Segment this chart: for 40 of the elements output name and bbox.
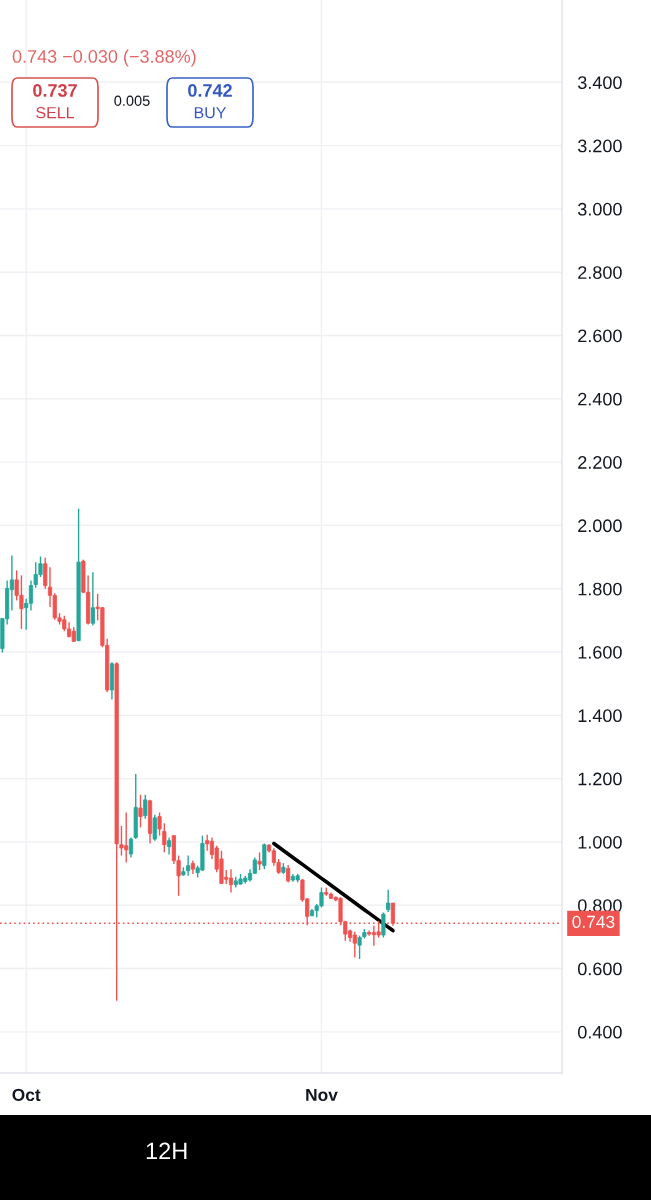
candlestick <box>162 822 167 854</box>
y-tick-label: 2.000 <box>578 519 622 533</box>
y-tick-label: 1.800 <box>578 582 622 596</box>
y-tick-label: 1.400 <box>578 709 622 723</box>
y-tick-label: 1.600 <box>578 645 622 659</box>
y-tick-label: 3.000 <box>577 202 622 216</box>
annotation: 0.742 <box>188 84 232 97</box>
y-tick-label: 2.200 <box>578 456 622 469</box>
annotation: BUY <box>194 107 227 119</box>
line-series <box>272 841 395 933</box>
y-tick-label: 1.000 <box>578 835 622 849</box>
candlestick <box>152 814 157 842</box>
candlestick <box>228 868 234 894</box>
y-tick-label: 2.600 <box>578 329 622 343</box>
candlestick <box>352 931 357 959</box>
candlestick <box>90 571 95 627</box>
y-tick-label: 3.200 <box>577 139 622 153</box>
candlestick <box>138 794 143 829</box>
annotation: 0.743 −0.030 (−3.88%) <box>12 49 196 67</box>
y-tick-label: 0.600 <box>577 962 622 976</box>
x-tick-label: Oct <box>12 1088 41 1102</box>
y-tick-label: 3.400 <box>577 76 622 90</box>
y-tick-label: 0.400 <box>577 1025 622 1039</box>
text: 12H <box>146 1142 187 1160</box>
annotation: SELL <box>36 106 75 119</box>
annotation: 0.005 <box>114 95 150 106</box>
y-tick-label: 2.400 <box>578 392 622 406</box>
candlestick <box>143 794 148 820</box>
annotation: 0.737 <box>33 84 77 97</box>
candlestick <box>205 833 210 852</box>
candlestick <box>381 911 386 939</box>
y-tick-label: 1.200 <box>578 772 622 786</box>
y-tick-label: 2.800 <box>578 266 622 279</box>
candlestick <box>157 811 162 837</box>
candlestick <box>262 842 267 870</box>
x-tick-label: Nov <box>306 1088 338 1102</box>
candlestick <box>386 889 391 913</box>
candlestick <box>357 934 362 960</box>
ref-line-label: 0.743 <box>572 915 615 928</box>
candlestick <box>390 902 396 927</box>
